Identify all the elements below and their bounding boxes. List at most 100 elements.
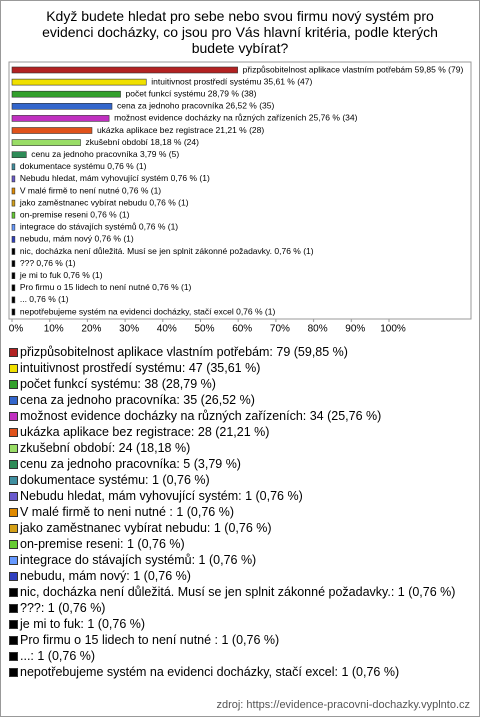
legend-label: nepotřebujeme systém na evidenci docházk… <box>20 665 400 679</box>
value-label: možnost evidence docházky na různých zař… <box>114 113 357 123</box>
legend-swatch <box>9 668 18 677</box>
value-label: přizpůsobitelnost aplikace vlastním potř… <box>243 64 464 74</box>
legend-label: dokumentace systému: 1 (0,76 %) <box>20 473 210 487</box>
legend-item: počet funkcí systému: 38 (28,79 %) <box>8 376 470 392</box>
legend-swatch <box>9 620 18 629</box>
x-tick-label: 30% <box>119 324 139 335</box>
chart-title: Když budete hledat pro sebe nebo svou fi… <box>42 8 438 56</box>
legend-swatch <box>9 460 18 469</box>
bar <box>11 187 16 195</box>
value-label: cenu za jednoho pracovníka 3,79 % (5) <box>31 149 179 159</box>
bar <box>11 272 16 280</box>
bar <box>11 66 238 74</box>
x-tick-label: 20% <box>81 324 101 335</box>
legend-swatch <box>9 604 18 613</box>
legend-swatch <box>9 572 18 581</box>
value-label: integrace do stávajích systémů 0,76 % (1… <box>20 222 178 232</box>
legend-item: dokumentace systému: 1 (0,76 %) <box>8 472 470 488</box>
legend-swatch <box>9 444 18 453</box>
legend-label: nic, docházka není důležitá. Musí se jen… <box>20 585 456 599</box>
legend-swatch <box>9 492 18 501</box>
legend-swatch <box>9 428 18 437</box>
legend-swatch <box>9 412 18 421</box>
source: zdroj: https://evidence-pracovni-dochazk… <box>216 699 470 711</box>
legend-item: je mi to fuk: 1 (0,76 %) <box>8 616 470 632</box>
bar <box>11 163 16 171</box>
chart: přizpůsobitelnost aplikace vlastním potř… <box>8 61 472 335</box>
x-tick-label: 60% <box>232 324 252 335</box>
legend-label: je mi to fuk: 1 (0,76 %) <box>20 617 146 631</box>
legend-swatch <box>9 636 18 645</box>
bar <box>11 139 81 146</box>
value-label: Nebudu hledat, mám vyhovující systém 0,7… <box>20 173 210 183</box>
legend-label: zkušební období: 24 (18,18 %) <box>20 441 191 455</box>
legend-item: Nebudu hledat, mám vyhovující systém: 1 … <box>8 488 470 504</box>
legend-item: cenu za jednoho pracovníka: 5 (3,79 %) <box>8 456 470 472</box>
value-label: dokumentace systému 0,76 % (1) <box>20 161 147 171</box>
bar <box>11 248 16 255</box>
value-label: ??? 0,76 % (1) <box>20 258 76 268</box>
legend-item: nepotřebujeme systém na evidenci docházk… <box>8 664 470 680</box>
legend-swatch <box>9 524 18 533</box>
legend-item: nic, docházka není důležitá. Musí se jen… <box>8 584 470 600</box>
value-label: je mi to fuk 0,76 % (1) <box>19 270 103 280</box>
value-label: ... 0,76 % (1) <box>20 294 69 304</box>
bar <box>11 224 16 231</box>
value-label: on-premise reseni 0,76 % (1) <box>20 209 130 219</box>
x-tick-label: 10% <box>44 324 64 335</box>
legend-swatch <box>9 364 18 373</box>
legend-item: ukázka aplikace bez registrace: 28 (21,2… <box>8 424 470 440</box>
legend-item: jako zaměstnanec vybírat nebudu: 1 (0,76… <box>8 520 470 536</box>
bar <box>11 115 110 122</box>
bar <box>11 199 16 207</box>
x-tick-label: 70% <box>270 324 290 335</box>
legend-label: V malé firmě to neni nutné : 1 (0,76 %) <box>20 505 234 519</box>
x-tick-label: 80% <box>308 324 328 335</box>
x-tick-label: 50% <box>194 324 214 335</box>
legend-label: cenu za jednoho pracovníka: 5 (3,79 %) <box>20 457 241 471</box>
value-label: počet funkcí systému 28,79 % (38) <box>126 88 257 98</box>
value-label: ukázka aplikace bez registrace 21,21 % (… <box>97 125 264 135</box>
value-label: V malé firmě to není nutné 0,76 % (1) <box>20 185 161 195</box>
bar <box>11 90 121 98</box>
bar <box>11 78 147 86</box>
value-label: nebudu, mám nový 0,76 % (1) <box>20 234 134 244</box>
plot: přizpůsobitelnost aplikace vlastním potř… <box>11 64 464 316</box>
legend-item: ???: 1 (0,76 %) <box>8 600 470 616</box>
x-tick-label: 40% <box>157 324 177 335</box>
value-label: nic, docházka není důležitá. Musí se jen… <box>20 246 314 256</box>
legend-item: integrace do stávajích systémů: 1 (0,76 … <box>8 552 470 568</box>
value-label: zkušební období 18,18 % (24) <box>86 137 200 147</box>
legend-item: nebudu, mám nový: 1 (0,76 %) <box>8 568 470 584</box>
legend-swatch <box>9 348 18 357</box>
bar <box>11 151 27 158</box>
legend-label: jako zaměstnanec vybírat nebudu: 1 (0,76… <box>20 521 272 535</box>
legend-swatch <box>9 508 18 517</box>
legend-label: integrace do stávajích systémů: 1 (0,76 … <box>20 553 257 567</box>
legend-swatch <box>9 588 18 597</box>
value-label: intuitivnost prostředí systému 35,61 % (… <box>151 76 312 86</box>
legend-label: Nebudu hledat, mám vyhovující systém: 1 … <box>20 489 303 503</box>
legend-item: přizpůsobitelnost aplikace vlastním potř… <box>8 344 470 360</box>
bar <box>11 103 113 110</box>
bar <box>11 236 16 243</box>
legend-item: on-premise reseni: 1 (0,76 %) <box>8 536 470 552</box>
plot-frame <box>8 61 472 320</box>
legend-label: počet funkcí systému: 38 (28,79 %) <box>20 377 216 391</box>
bar <box>11 308 16 316</box>
legend-label: cena za jednoho pracovníka: 35 (26,52 %) <box>20 393 255 407</box>
legend-label: intuitivnost prostředí systému: 47 (35,6… <box>20 361 261 375</box>
legend-label: ...: 1 (0,76 %) <box>20 649 96 663</box>
bar <box>11 211 16 219</box>
legend-label: ukázka aplikace bez registrace: 28 (21,2… <box>20 425 270 439</box>
legend-item: ...: 1 (0,76 %) <box>8 648 470 664</box>
value-label: Pro firmu o 15 lidech to není nutné 0,76… <box>20 282 192 292</box>
legend-item: cena za jednoho pracovníka: 35 (26,52 %) <box>8 392 470 408</box>
bar <box>11 284 16 292</box>
legend-swatch <box>9 652 18 661</box>
legend-item: zkušební období: 24 (18,18 %) <box>8 440 470 456</box>
legend-item: možnost evidence docházky na různých zař… <box>8 408 470 424</box>
bar <box>11 260 16 267</box>
legend-swatch <box>9 396 18 405</box>
